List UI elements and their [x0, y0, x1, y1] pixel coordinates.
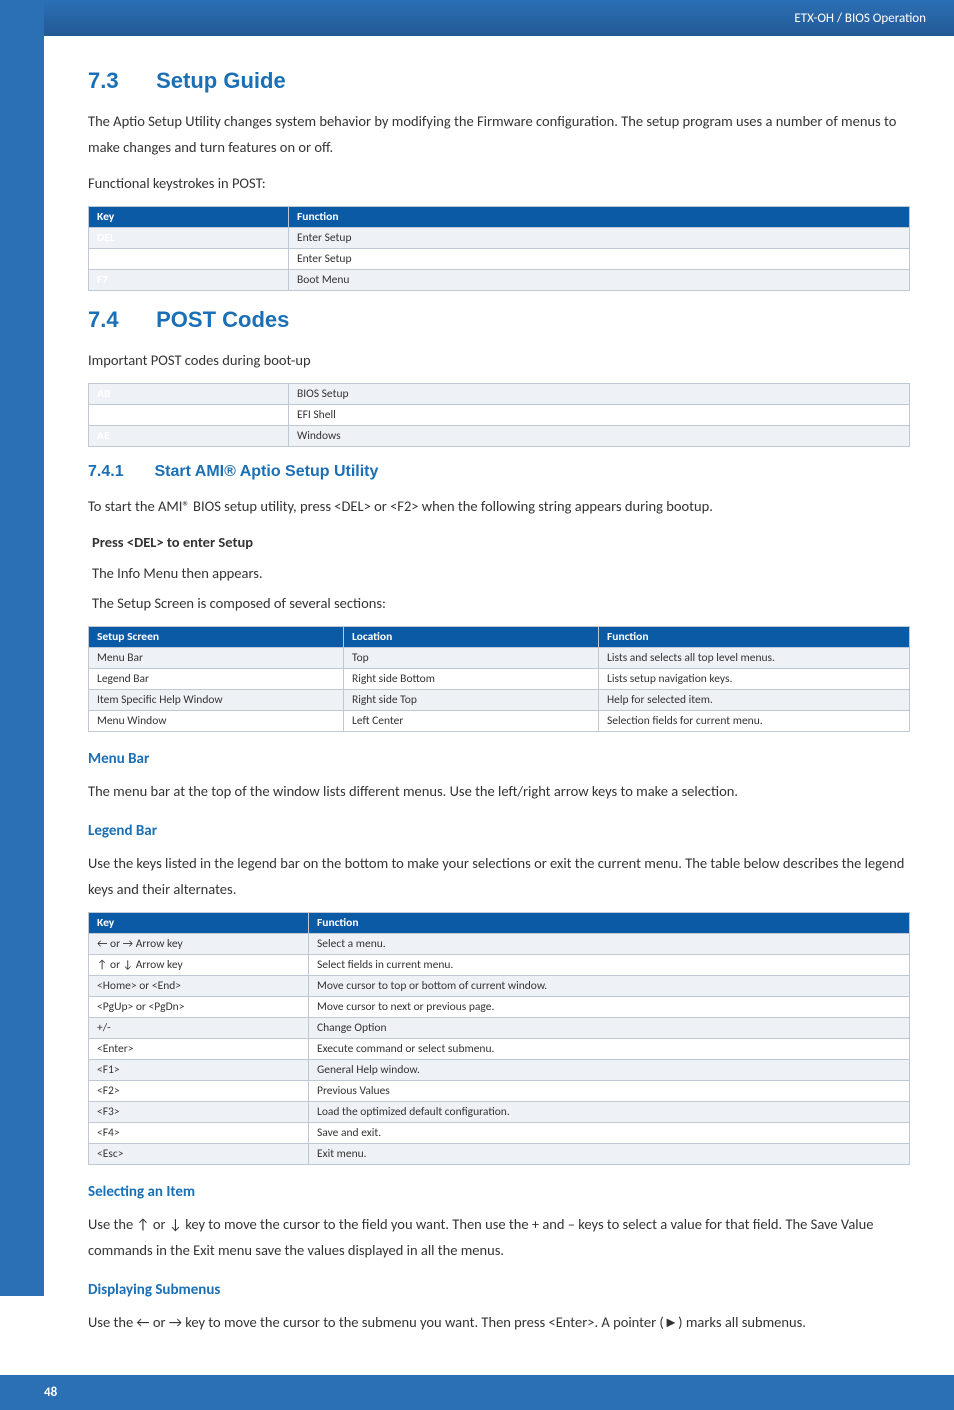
table-cell: Select a menu. — [309, 934, 910, 955]
paragraph: The Aptio Setup Utility changes system b… — [88, 108, 910, 160]
key-cell: AD — [89, 405, 289, 426]
section-7-4-1-heading: 7.4.1 Start AMI® Aptio Setup Utility — [88, 463, 910, 481]
table-cell: Help for selected item. — [599, 689, 910, 710]
table-header: Function — [309, 913, 910, 934]
section-7-4-heading: 7.4 POST Codes — [88, 307, 910, 333]
table-header: Setup Screen — [89, 626, 344, 647]
paragraph: Use the ↑ or ↓ key to move the cursor to… — [88, 1211, 910, 1263]
table-cell: ← or → Arrow key — [89, 934, 309, 955]
table-header: Location — [344, 626, 599, 647]
table-cell: Enter Setup — [289, 249, 910, 270]
table-header: Function — [599, 626, 910, 647]
table-cell: EFI Shell — [289, 405, 910, 426]
left-accent-bar — [0, 0, 44, 1296]
table-cell: <Enter> — [89, 1039, 309, 1060]
table-cell: Menu Window — [89, 710, 344, 731]
table-cell: Menu Bar — [89, 647, 344, 668]
paragraph: The menu bar at the top of the window li… — [88, 778, 910, 804]
table-cell: Boot Menu — [289, 270, 910, 291]
table-cell: BIOS Setup — [289, 384, 910, 405]
table-cell: <F4> — [89, 1123, 309, 1144]
table-cell: Windows — [289, 426, 910, 447]
table-header: Function — [289, 207, 910, 228]
table-cell: Right side Top — [344, 689, 599, 710]
table-cell: Change Option — [309, 1018, 910, 1039]
table-cell: <PgUp> or <PgDn> — [89, 997, 309, 1018]
key-cell: AB — [89, 384, 289, 405]
table-cell: <Home> or <End> — [89, 976, 309, 997]
table-cell: <F3> — [89, 1102, 309, 1123]
page-content: 7.3 Setup Guide The Aptio Setup Utility … — [44, 36, 954, 1335]
table-cell: Execute command or select submenu. — [309, 1039, 910, 1060]
header-bar: ETX-OH / BIOS Operation — [0, 0, 954, 36]
table-cell: Top — [344, 647, 599, 668]
table-cell: Save and exit. — [309, 1123, 910, 1144]
table-cell: Lists and selects all top level menus. — [599, 647, 910, 668]
paragraph: Functional keystrokes in POST: — [88, 170, 910, 196]
key-cell: F7 — [89, 270, 289, 291]
paragraph: The Setup Screen is composed of several … — [92, 590, 910, 616]
table-cell: <Esc> — [89, 1144, 309, 1165]
section-number: 7.4.1 — [88, 463, 150, 481]
submenus-heading: Displaying Submenus — [88, 1281, 910, 1299]
paragraph: Use the ← or → key to move the cursor to… — [88, 1309, 910, 1335]
table-cell: Load the optimized default configuration… — [309, 1102, 910, 1123]
paragraph: To start the AMI® BIOS setup utility, pr… — [88, 493, 910, 519]
table-cell: Move cursor to next or previous page. — [309, 997, 910, 1018]
table-cell: Selection fields for current menu. — [599, 710, 910, 731]
table-cell: Left Center — [344, 710, 599, 731]
setup-screen-table: Setup Screen Location Function Menu Bar … — [88, 626, 910, 732]
breadcrumb: ETX-OH / BIOS Operation — [794, 11, 926, 26]
table-header: Key — [89, 913, 309, 934]
paragraph-bold: Press <DEL> to enter Setup — [92, 529, 910, 555]
selecting-heading: Selecting an Item — [88, 1183, 910, 1201]
section-title: POST Codes — [156, 307, 289, 332]
page-footer: 48 — [0, 1375, 954, 1410]
table-cell: General Help window. — [309, 1060, 910, 1081]
table-cell: Exit menu. — [309, 1144, 910, 1165]
keystrokes-table: Key Function DEL Enter Setup F2 Enter Se… — [88, 206, 910, 291]
menubar-heading: Menu Bar — [88, 750, 910, 768]
section-7-3-heading: 7.3 Setup Guide — [88, 68, 910, 94]
table-cell: Legend Bar — [89, 668, 344, 689]
table-cell: Right side Bottom — [344, 668, 599, 689]
table-cell: Item Specific Help Window — [89, 689, 344, 710]
table-cell: Enter Setup — [289, 228, 910, 249]
legend-keys-table: Key Function ← or → Arrow keySelect a me… — [88, 912, 910, 1165]
legendbar-heading: Legend Bar — [88, 822, 910, 840]
paragraph: Use the keys listed in the legend bar on… — [88, 850, 910, 902]
table-cell: Select fields in current menu. — [309, 955, 910, 976]
post-codes-table: AB BIOS Setup AD EFI Shell AE Windows — [88, 383, 910, 447]
key-cell: AE — [89, 426, 289, 447]
key-cell: DEL — [89, 228, 289, 249]
table-cell: ↑ or ↓ Arrow key — [89, 955, 309, 976]
section-number: 7.3 — [88, 68, 150, 94]
table-cell: <F2> — [89, 1081, 309, 1102]
section-title: Start AMI® Aptio Setup Utility — [154, 463, 378, 480]
table-cell: +/- — [89, 1018, 309, 1039]
table-header: Key — [89, 207, 289, 228]
table-cell: Move cursor to top or bottom of current … — [309, 976, 910, 997]
paragraph: Important POST codes during boot-up — [88, 347, 910, 373]
table-cell: Lists setup navigation keys. — [599, 668, 910, 689]
key-cell: F2 — [89, 249, 289, 270]
page-number: 48 — [44, 1385, 57, 1400]
section-number: 7.4 — [88, 307, 150, 333]
table-cell: <F1> — [89, 1060, 309, 1081]
section-title: Setup Guide — [156, 68, 286, 93]
table-cell: Previous Values — [309, 1081, 910, 1102]
paragraph: The Info Menu then appears. — [92, 560, 910, 586]
